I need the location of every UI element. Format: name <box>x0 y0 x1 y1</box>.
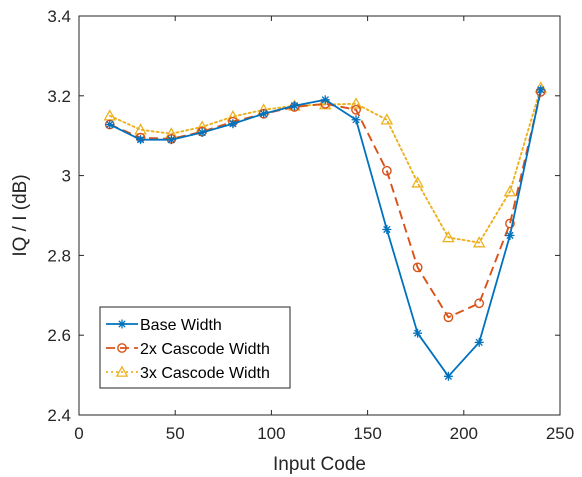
data-point-marker <box>536 85 546 95</box>
data-point-marker <box>259 109 269 119</box>
data-point-marker <box>442 230 455 243</box>
x-tick-label: 250 <box>546 424 574 443</box>
series-2x-cascode-width <box>104 86 546 323</box>
y-axis-label: IQ / I (dB) <box>10 174 31 256</box>
data-point-marker <box>136 135 146 145</box>
data-point-marker <box>134 123 147 135</box>
legend-label: Base Width <box>140 317 222 334</box>
data-point-marker <box>474 337 484 347</box>
legend-entry: 2x Cascode Width <box>106 341 270 358</box>
y-tick-label: 2.4 <box>47 406 71 425</box>
y-tick-label: 3 <box>62 167 71 186</box>
data-point-marker <box>505 218 515 229</box>
x-tick-label: 150 <box>353 424 381 443</box>
data-point-marker <box>380 113 394 125</box>
data-point-marker <box>413 328 423 338</box>
legend-box <box>99 306 291 389</box>
legend-entry: Base Width <box>106 317 222 334</box>
x-tick-label: 200 <box>450 424 478 443</box>
data-point-marker <box>443 371 453 381</box>
x-tick-label: 0 <box>74 424 83 443</box>
x-tick-label: 50 <box>166 424 185 443</box>
data-point-marker <box>443 312 454 323</box>
legend-entry: 3x Cascode Width <box>106 365 270 382</box>
data-point-marker <box>412 262 423 273</box>
y-tick-label: 2.6 <box>47 326 71 345</box>
data-point-marker <box>228 119 238 129</box>
data-point-marker <box>289 101 299 111</box>
data-point-marker <box>411 176 424 188</box>
y-tick-label: 3.4 <box>47 7 71 26</box>
series-3x-cascode-width <box>103 81 548 248</box>
x-axis-label: Input Code <box>273 454 366 475</box>
data-point-marker <box>166 135 176 145</box>
tick-labels: 0 50 100 150 200 250 2.4 2.6 2.8 3 3.2 3.4 <box>47 7 574 443</box>
data-point-marker <box>381 165 392 176</box>
legend: Base Width 2x Cascode Width 3x Cascode Wid… <box>99 306 291 389</box>
data-point-marker <box>117 319 127 329</box>
axes-box <box>78 15 561 416</box>
data-point-marker <box>117 343 127 353</box>
series-line <box>109 91 542 319</box>
data-point-marker <box>472 236 486 248</box>
plot-area <box>103 81 548 381</box>
x-tick-label: 100 <box>257 424 285 443</box>
data-point-marker <box>505 230 515 240</box>
data-point-marker <box>349 97 363 109</box>
data-point-marker <box>474 298 485 309</box>
data-point-marker <box>320 95 330 105</box>
data-point-marker <box>351 115 361 125</box>
legend-label: 3x Cascode Width <box>140 365 270 382</box>
legend-label: 2x Cascode Width <box>140 341 270 358</box>
y-tick-label: 2.8 <box>47 246 71 265</box>
data-point-marker <box>351 104 361 115</box>
series-base-width <box>105 85 546 381</box>
data-point-marker <box>197 128 207 138</box>
data-point-marker <box>382 224 392 234</box>
data-point-marker <box>115 365 129 377</box>
series-line <box>108 86 542 244</box>
y-tick-label: 3.2 <box>47 87 71 106</box>
data-point-marker <box>105 120 115 130</box>
data-point-marker <box>503 185 517 197</box>
